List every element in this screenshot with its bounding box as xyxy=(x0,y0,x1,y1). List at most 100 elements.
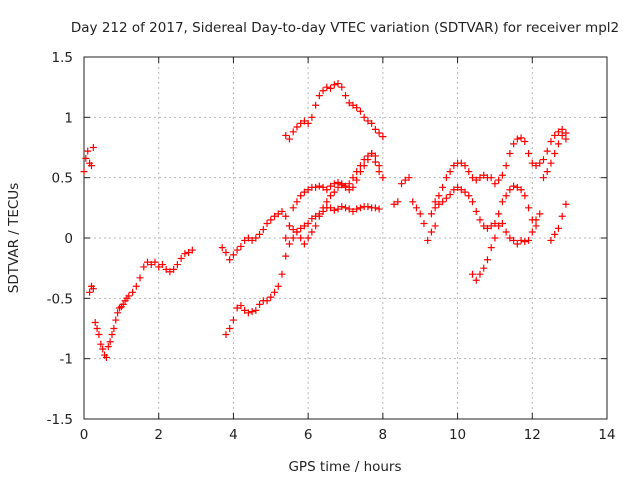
data-point xyxy=(289,234,297,242)
data-point xyxy=(166,268,174,276)
data-point xyxy=(319,204,327,212)
data-point xyxy=(409,198,417,206)
data-point xyxy=(274,210,282,218)
data-point xyxy=(483,224,491,232)
data-point xyxy=(360,113,368,121)
x-tick-label: 0 xyxy=(80,427,89,443)
data-point xyxy=(304,119,312,127)
data-point xyxy=(300,188,308,196)
data-point xyxy=(334,80,342,88)
data-point xyxy=(222,248,230,256)
data-point xyxy=(554,128,562,136)
y-tick-label: -0.5 xyxy=(47,291,73,307)
data-point xyxy=(87,162,95,170)
data-point xyxy=(319,183,327,191)
data-point xyxy=(364,152,372,160)
data-point xyxy=(282,212,290,220)
data-point xyxy=(248,308,256,316)
data-point xyxy=(267,293,275,301)
y-tick-label: -1.5 xyxy=(47,412,73,428)
series-early xyxy=(80,144,97,176)
data-point xyxy=(457,159,465,167)
data-point xyxy=(244,309,252,317)
data-point xyxy=(297,192,305,200)
series-right-lower xyxy=(427,182,540,232)
data-point xyxy=(551,230,559,238)
data-point xyxy=(528,228,536,236)
data-point xyxy=(185,248,193,256)
data-point xyxy=(271,288,279,296)
data-point xyxy=(233,304,241,312)
data-point xyxy=(119,300,127,308)
data-point xyxy=(102,353,110,361)
data-point xyxy=(483,256,491,264)
data-point xyxy=(491,234,499,242)
x-tick-label: 10 xyxy=(449,427,466,443)
data-point xyxy=(558,131,566,139)
data-point xyxy=(289,128,297,136)
data-point xyxy=(390,200,398,208)
data-point xyxy=(338,203,346,211)
data-point xyxy=(525,236,533,244)
x-tick-label: 8 xyxy=(379,427,388,443)
data-point xyxy=(532,216,540,224)
y-tick-label: 0 xyxy=(64,231,73,247)
data-point xyxy=(495,222,503,230)
data-point xyxy=(439,183,447,191)
data-point xyxy=(97,340,105,348)
data-point xyxy=(319,87,327,95)
data-point xyxy=(368,119,376,127)
data-point xyxy=(188,246,196,254)
data-point xyxy=(487,244,495,252)
data-point xyxy=(86,288,94,296)
data-point xyxy=(132,282,140,290)
data-point xyxy=(450,186,458,194)
data-point xyxy=(289,204,297,212)
data-point xyxy=(536,210,544,218)
data-point xyxy=(554,224,562,232)
data-point xyxy=(525,150,533,158)
data-point xyxy=(297,224,305,232)
y-tick-label: -1 xyxy=(60,352,73,368)
data-point xyxy=(356,204,364,212)
data-point xyxy=(293,228,301,236)
data-point xyxy=(457,186,465,194)
data-point xyxy=(84,147,92,155)
data-point xyxy=(487,222,495,230)
data-point xyxy=(233,246,241,254)
data-point xyxy=(349,183,357,191)
data-point xyxy=(308,215,316,223)
data-point xyxy=(80,168,88,176)
series-right-end xyxy=(547,200,570,244)
data-point xyxy=(237,302,245,310)
data-point xyxy=(469,174,477,182)
data-point xyxy=(476,216,484,224)
data-point xyxy=(491,220,499,228)
data-point xyxy=(554,140,562,148)
data-point xyxy=(282,252,290,260)
data-point xyxy=(513,135,521,143)
data-point xyxy=(439,198,447,206)
data-point xyxy=(506,234,514,242)
data-point xyxy=(431,222,439,230)
data-point xyxy=(469,198,477,206)
data-point xyxy=(353,104,361,112)
data-point xyxy=(312,101,320,109)
data-point xyxy=(506,150,514,158)
data-point xyxy=(368,150,376,158)
data-point xyxy=(155,263,163,271)
data-point xyxy=(222,331,230,339)
data-point xyxy=(93,325,101,332)
data-point xyxy=(517,186,525,194)
data-point xyxy=(285,135,293,143)
data-point xyxy=(308,113,316,121)
data-point xyxy=(327,204,335,212)
data-point xyxy=(345,186,353,194)
data-point xyxy=(140,263,148,271)
y-axis-label: SDTVAR / TECUs xyxy=(6,183,22,293)
data-point xyxy=(521,137,529,145)
data-point xyxy=(327,84,335,92)
x-tick-label: 4 xyxy=(229,427,238,443)
data-point xyxy=(379,174,387,182)
data-point xyxy=(420,220,428,228)
